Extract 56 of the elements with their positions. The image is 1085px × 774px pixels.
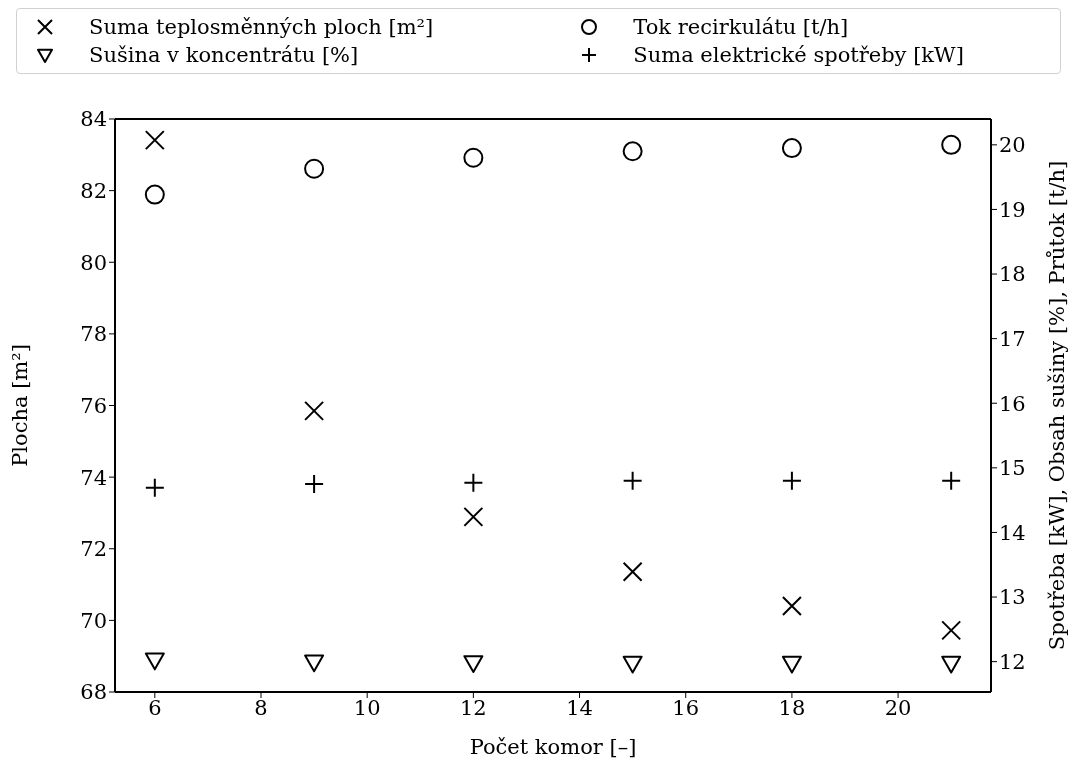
x-tick-label: 10 bbox=[353, 695, 381, 720]
y2-tick-label: 18 bbox=[999, 262, 1026, 287]
point bbox=[622, 141, 643, 162]
point bbox=[941, 134, 962, 155]
y-tick-label: 74 bbox=[80, 465, 107, 490]
y-tick-label: 76 bbox=[80, 393, 107, 418]
y-tick-label: 80 bbox=[80, 250, 107, 275]
point bbox=[622, 470, 643, 491]
point bbox=[941, 470, 962, 491]
y2-tick-label: 19 bbox=[999, 197, 1026, 222]
point bbox=[304, 654, 325, 673]
y2-tick-label: 15 bbox=[999, 456, 1026, 481]
point bbox=[463, 655, 484, 673]
y-tick-label: 68 bbox=[80, 680, 107, 705]
x-tick-label: 20 bbox=[884, 695, 912, 720]
y2-tick-label: 16 bbox=[999, 391, 1026, 416]
y2-tick-label: 14 bbox=[999, 520, 1026, 545]
x-tick-label: 14 bbox=[566, 695, 593, 720]
point bbox=[463, 147, 484, 168]
x-axis-title: Počet komor [–] bbox=[469, 735, 637, 759]
x-tick-label: 8 bbox=[254, 695, 268, 720]
point bbox=[144, 130, 165, 151]
y2-tick-label: 13 bbox=[999, 585, 1026, 610]
point bbox=[144, 184, 165, 205]
y-tick-label: 84 bbox=[80, 107, 107, 132]
point bbox=[941, 620, 962, 641]
point bbox=[941, 655, 962, 674]
point bbox=[781, 655, 802, 674]
point bbox=[304, 400, 325, 421]
point bbox=[622, 561, 643, 582]
y-axis-title: Plocha [m²] bbox=[8, 344, 33, 467]
point bbox=[781, 138, 802, 159]
point bbox=[622, 655, 643, 674]
y-tick-label: 70 bbox=[80, 608, 107, 633]
legend-label: Suma elektrické spotřeby [kW] bbox=[633, 43, 964, 67]
y2-tick-label: 17 bbox=[999, 327, 1026, 352]
y-tick-label: 78 bbox=[80, 322, 107, 347]
y-tick-label: 82 bbox=[80, 179, 107, 204]
point bbox=[781, 470, 802, 491]
x-tick-label: 18 bbox=[778, 695, 806, 720]
point bbox=[463, 506, 484, 527]
legend-label: Sušina v koncentrátu [%] bbox=[89, 43, 359, 67]
point bbox=[304, 158, 325, 179]
point bbox=[144, 652, 165, 671]
y2-axis-title: Spotřeba [kW], Obsah sušiny [%], Průtok [t/h] bbox=[1045, 160, 1069, 651]
x-tick-label: 16 bbox=[672, 695, 700, 720]
y-tick-label: 72 bbox=[80, 537, 107, 562]
x-tick-label: 12 bbox=[460, 695, 487, 720]
y2-tick-label: 12 bbox=[999, 650, 1026, 675]
point bbox=[781, 596, 802, 617]
legend-label: Suma teplosměnných ploch [m²] bbox=[89, 15, 434, 39]
x-tick-label: 6 bbox=[148, 695, 162, 720]
legend-label: Tok recirkulátu [t/h] bbox=[633, 15, 849, 39]
y2-tick-label: 20 bbox=[999, 133, 1026, 158]
point bbox=[144, 477, 165, 498]
point bbox=[463, 472, 484, 493]
